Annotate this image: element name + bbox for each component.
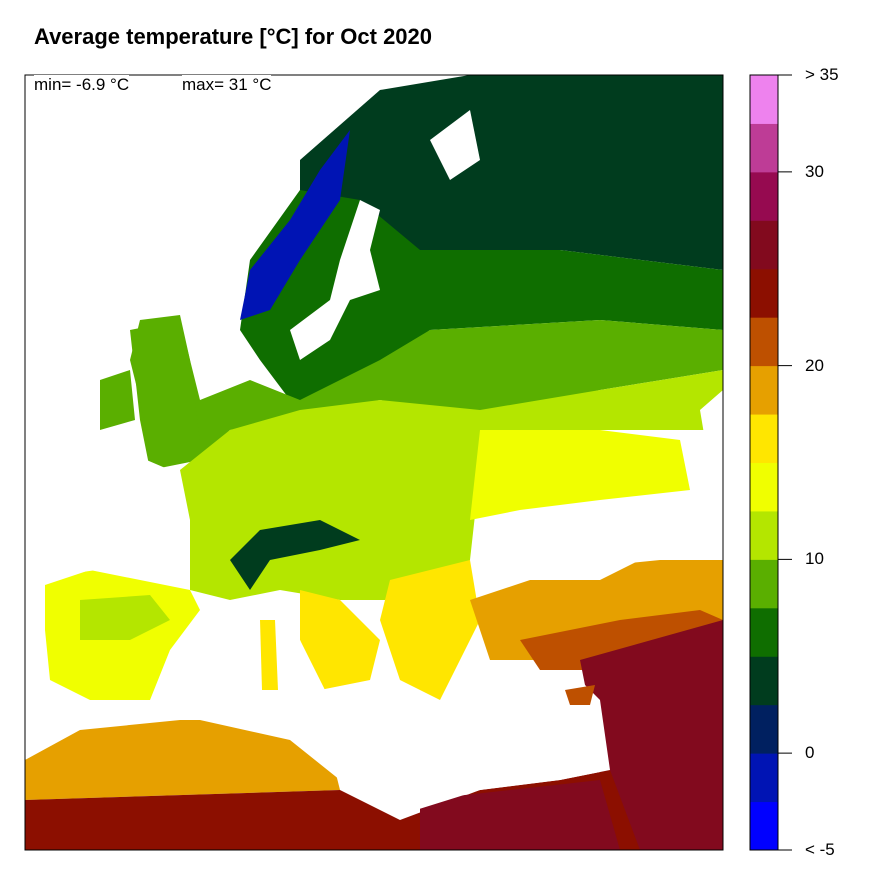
british-isles — [100, 315, 200, 450]
italy-balkans — [300, 560, 480, 700]
legend-tick-label: 20 — [805, 355, 824, 375]
atlantic-ocean — [25, 75, 300, 580]
legend-bin — [750, 414, 778, 463]
land-band-north — [300, 75, 723, 290]
black-sea — [480, 520, 640, 580]
map-title: Average temperature [°C] for Oct 2020 — [34, 24, 433, 49]
north-africa-coast — [25, 720, 340, 800]
land-band-warm — [470, 430, 690, 520]
legend-bin — [750, 268, 778, 318]
legend-bin — [750, 171, 778, 221]
max-value: max= 31 °C — [182, 75, 272, 95]
baltic-sea — [290, 200, 380, 360]
legend-tick-label: < -5 — [805, 840, 835, 859]
legend-bin — [750, 220, 778, 270]
caspian-sea — [700, 390, 723, 450]
map-frame — [24, 74, 724, 851]
color-legend — [749, 74, 792, 851]
legend-bin — [750, 704, 778, 754]
cyprus — [565, 685, 595, 705]
legend-bin — [750, 365, 778, 415]
iberia-interior — [80, 595, 170, 640]
legend-bin — [750, 753, 778, 803]
legend-bin — [750, 123, 778, 173]
legend-tick-label: > 35 — [805, 65, 839, 84]
legend-bin — [750, 462, 778, 512]
legend-bin — [750, 75, 778, 124]
white-sea — [430, 110, 480, 180]
north-africa-east — [420, 780, 620, 850]
legend-bin — [750, 510, 778, 560]
legend-bin — [750, 801, 778, 851]
map-raster — [25, 75, 723, 850]
min-value: min= -6.9 °C — [34, 75, 130, 95]
legend-tick-label: 0 — [805, 743, 815, 763]
legend-bin — [750, 656, 778, 706]
sardinia-corsica — [260, 620, 278, 690]
legend-bin — [750, 607, 778, 657]
legend-bin — [750, 559, 778, 609]
scandinavia-mountains — [240, 130, 350, 320]
legend-bin — [750, 317, 778, 367]
legend-tick-label: 30 — [805, 161, 824, 181]
legend-frame — [749, 74, 779, 851]
mediterranean-sea — [90, 620, 610, 815]
legend-tick-label: 10 — [805, 549, 824, 569]
land-band-mid — [130, 320, 723, 470]
alps — [230, 520, 360, 590]
